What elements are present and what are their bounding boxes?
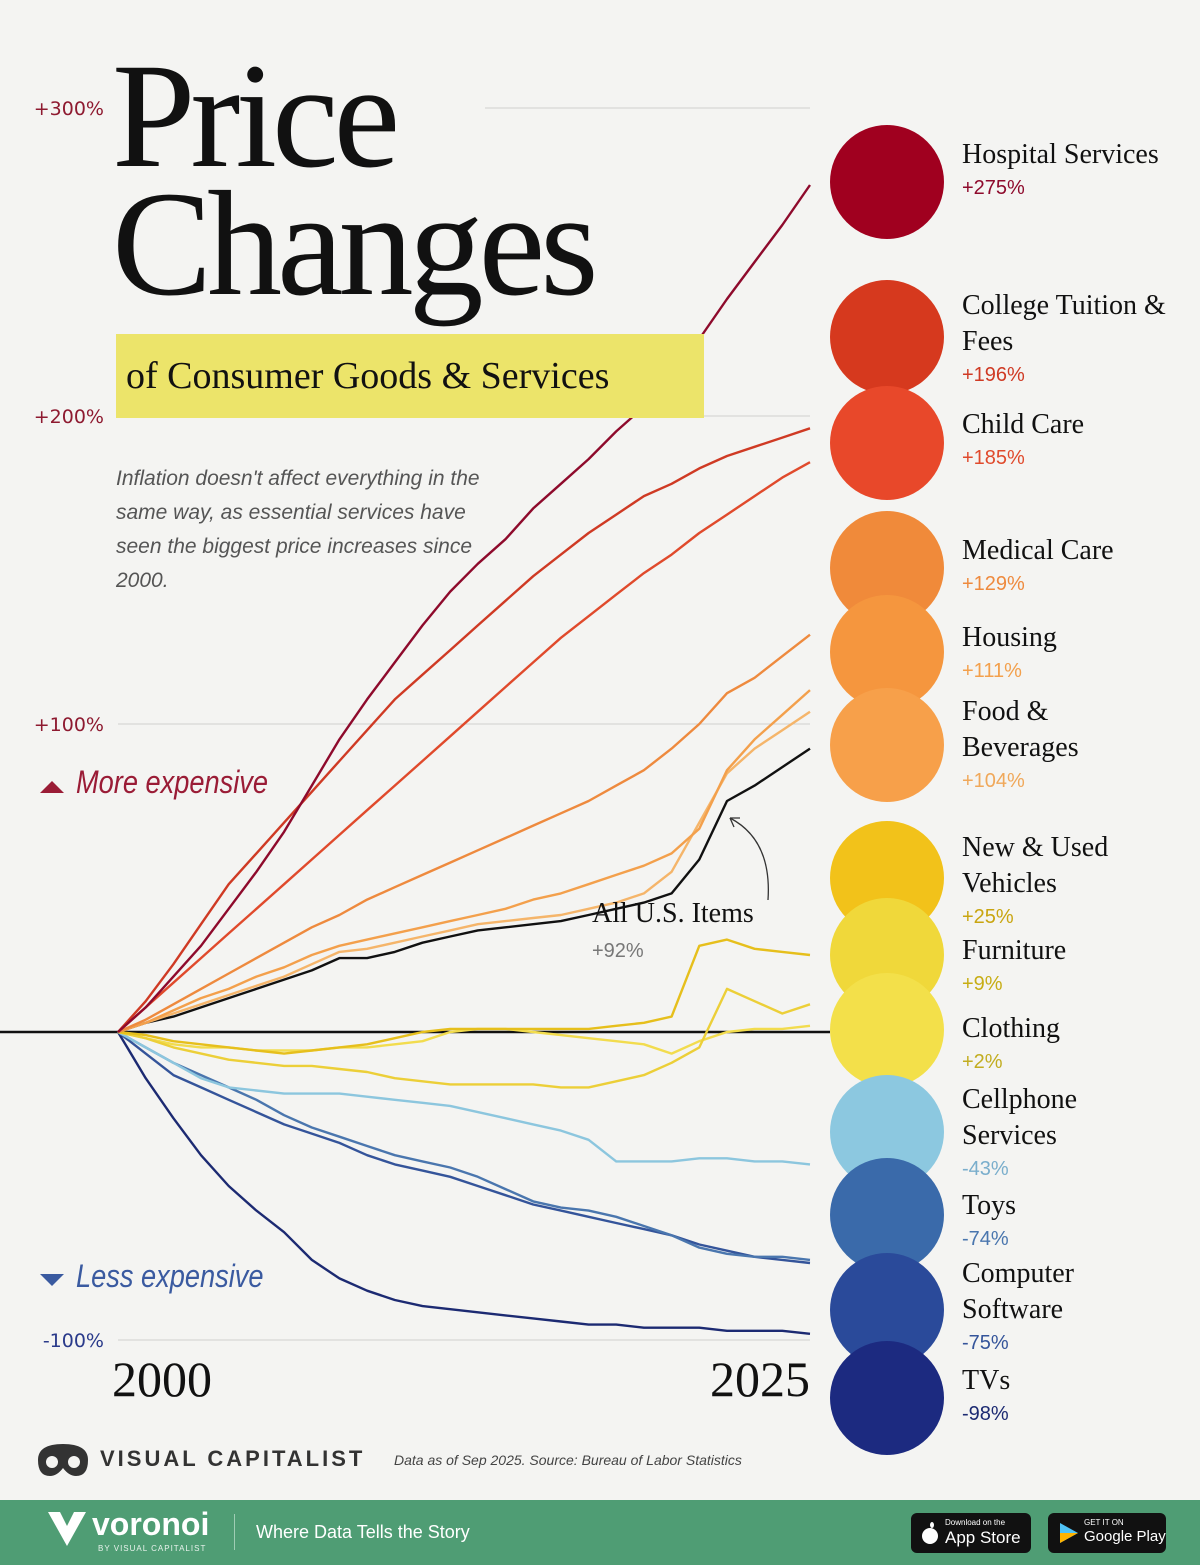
series-name: Cellphone Services (962, 1084, 1078, 1151)
series-name: Housing (962, 622, 1057, 653)
series-value-label: +9% (962, 973, 1003, 995)
legend-icon (830, 386, 944, 500)
brand-logo (38, 1444, 88, 1476)
series-value-label: +196% (962, 364, 1025, 386)
y-tick-label: +300% (34, 98, 104, 120)
subtitle: of Consumer Goods & Services (116, 334, 704, 418)
chart: -100% +100% +200% +300% 2000 2025 (0, 98, 944, 1455)
series-value-label: -43% (962, 1158, 1009, 1180)
series-name: New & Used Vehicles (962, 832, 1109, 899)
series-value-label: +92% (592, 940, 644, 962)
apple-icon (922, 1522, 938, 1544)
y-tick-label: +100% (34, 714, 104, 736)
series-value-label: +25% (962, 906, 1014, 928)
series-line (117, 427, 811, 1033)
description: Inflation doesn't affect everything in t… (116, 467, 480, 592)
series-line (117, 633, 811, 1034)
button-small: GET IT ON (1084, 1518, 1124, 1527)
x-tick-label: 2000 (112, 1351, 212, 1407)
series-value-label: -98% (962, 1403, 1009, 1425)
series-line (117, 689, 811, 1034)
tagline: Where Data Tells the Story (256, 1522, 470, 1542)
legend-icon (830, 1253, 944, 1367)
series-line (117, 1030, 811, 1166)
series-line (117, 461, 811, 1033)
legend-icon (830, 1341, 944, 1455)
series-value-label: +185% (962, 447, 1025, 469)
series-line (117, 710, 811, 1034)
series-name: Hospital Services (962, 139, 1159, 170)
series-name: Toys (962, 1190, 1017, 1221)
series-line (116, 1031, 811, 1335)
brand: VISUAL CAPITALIST (100, 1446, 366, 1471)
series-line (117, 1030, 811, 1262)
button-small: Download on the (945, 1518, 1006, 1527)
series-name: Medical Care (962, 535, 1114, 566)
series-value-label: +129% (962, 573, 1025, 595)
legend-icon (830, 973, 944, 1087)
series-value-label: -75% (962, 1332, 1009, 1354)
source: Data as of Sep 2025. Source: Bureau of L… (394, 1452, 742, 1468)
series-name: College Tuition & Fees (962, 290, 1166, 357)
app-store-button[interactable]: Download on the App Store (911, 1513, 1031, 1553)
series-name: Computer Software (962, 1258, 1074, 1325)
annotation: Less expensive (76, 1258, 264, 1294)
series-value-label: +104% (962, 770, 1025, 792)
legend-icon (830, 688, 944, 802)
legend-icon (830, 511, 944, 625)
up-triangle (40, 781, 64, 793)
divider (234, 1514, 235, 1550)
arrow-head (729, 817, 740, 828)
series-name: Child Care (962, 409, 1085, 440)
series-name: Clothing (962, 1013, 1061, 1044)
voronoi-logo (48, 1512, 86, 1546)
series-value-label: +2% (962, 1051, 1003, 1073)
series-line (117, 938, 811, 1055)
y-tick-label: -100% (43, 1330, 104, 1352)
x-tick-label: 2025 (710, 1351, 810, 1407)
series-value-label: +275% (962, 177, 1025, 199)
y-tick-label: +200% (34, 406, 104, 428)
annotation-arrow (729, 817, 769, 901)
annotation: More expensive (76, 764, 269, 800)
series-value-label: -74% (962, 1228, 1009, 1250)
play-icon (1060, 1523, 1078, 1543)
title: Price Changes (112, 33, 599, 327)
series-name: All U.S. Items (592, 898, 754, 929)
series-name: Furniture (962, 935, 1067, 966)
button-big: Google Play (1084, 1528, 1166, 1545)
down-triangle (40, 1274, 64, 1286)
series-line (117, 747, 811, 1034)
logo: voronoi (92, 1506, 210, 1542)
series-line (117, 1031, 811, 1265)
banner: voronoi BY VISUAL CAPITALIST Where Data … (0, 1500, 1200, 1565)
button-big: App Store (945, 1528, 1021, 1547)
google-play-button[interactable]: GET IT ON Google Play (1048, 1513, 1166, 1553)
series-name: TVs (962, 1365, 1011, 1396)
legend-icon (830, 280, 944, 394)
legend-icon (830, 1158, 944, 1272)
legend-icon (830, 125, 944, 239)
series-line (117, 987, 811, 1089)
logo-sub: BY VISUAL CAPITALIST (98, 1544, 207, 1553)
legend-icon (830, 595, 944, 709)
series-name: Food & Beverages (962, 696, 1079, 763)
series-value-label: +111% (962, 660, 1022, 682)
legend-icon (830, 1075, 944, 1189)
